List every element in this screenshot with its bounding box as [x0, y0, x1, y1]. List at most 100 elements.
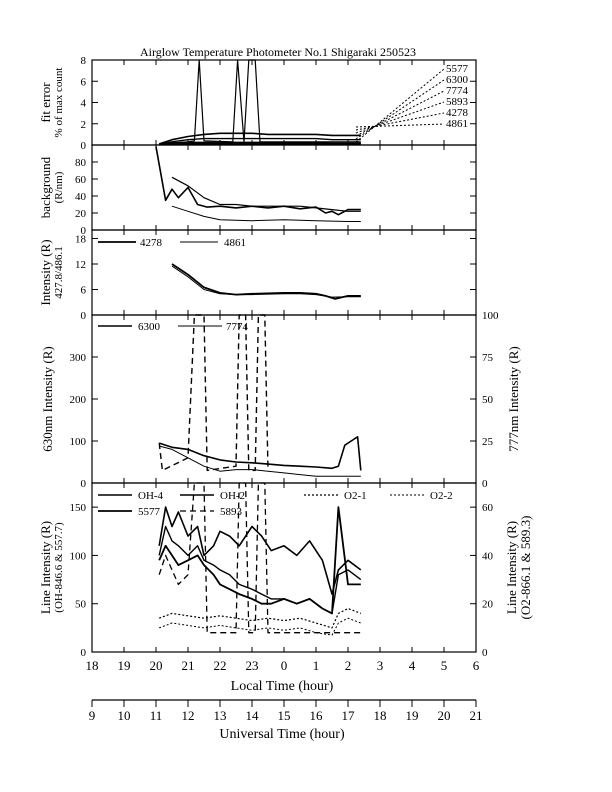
- y-axis-label-2: % of max count: [53, 68, 65, 138]
- legend-leader: [355, 90, 445, 137]
- series-line-O2-2: [159, 617, 361, 636]
- y-right-tick-label: 50: [482, 394, 494, 406]
- legend-label: 6300: [446, 74, 469, 86]
- series-line-series-2: [159, 59, 361, 145]
- universal-time-tick-label: 21: [470, 708, 483, 723]
- y-right-tick-label: 60: [482, 502, 494, 514]
- y-axis-label: 630nm Intensity (R): [40, 346, 55, 451]
- series-line-4861: [171, 265, 361, 298]
- panel-frame: [91, 59, 477, 146]
- y-tick-label: 20: [75, 208, 87, 220]
- y-tick-label: 18: [75, 234, 87, 246]
- y-tick-label: 0: [81, 310, 87, 322]
- y-tick-label: 200: [70, 394, 87, 406]
- y-tick-label: 60: [75, 174, 87, 186]
- series-line-series-5: [159, 143, 361, 146]
- y-axis-label: background: [38, 156, 53, 218]
- universal-time-axis-label: Universal Time (hour): [219, 727, 345, 742]
- universal-time-tick-label: 20: [438, 708, 451, 723]
- universal-time-tick-label: 9: [89, 708, 96, 723]
- series-line-6300: [158, 435, 362, 471]
- y-tick-label: 2: [81, 119, 87, 131]
- y-right-tick-label: 100: [482, 310, 499, 322]
- legend-label: O2-2: [430, 490, 453, 502]
- y-tick-label: 12: [75, 259, 86, 271]
- local-time-tick-label: 21: [182, 658, 195, 673]
- universal-time-tick-label: 16: [310, 708, 324, 723]
- y-right-tick-label: 75: [482, 352, 494, 364]
- local-time-tick-label: 0: [281, 658, 288, 673]
- y-tick-label: 300: [70, 352, 87, 364]
- series-line-OH-2: [158, 525, 362, 615]
- y-right-axis-label: Line Intensity (R): [504, 521, 519, 614]
- local-time-tick-label: 5: [441, 658, 448, 673]
- panel-frame: [91, 314, 477, 484]
- y-tick-label: 100: [70, 436, 87, 448]
- legend-label: 5893: [446, 96, 469, 108]
- legend-label: 4861: [446, 118, 468, 130]
- local-time-tick-label: 18: [86, 658, 99, 673]
- series-line-5577: [158, 506, 361, 615]
- local-time-tick-label: 1: [313, 658, 320, 673]
- y-axis-label: fit error: [38, 82, 53, 123]
- series-line-4278: [171, 263, 361, 300]
- y-tick-label: 40: [75, 191, 87, 203]
- legend-label: OH-2: [220, 490, 245, 502]
- y-tick-label: 50: [75, 599, 87, 611]
- local-time-tick-label: 22: [214, 658, 227, 673]
- y-tick-label: 100: [70, 550, 87, 562]
- y-tick-label: 4: [81, 98, 87, 110]
- panel-frame: [91, 144, 477, 231]
- universal-time-tick-label: 14: [246, 708, 260, 723]
- legend-label: O2-1: [344, 490, 367, 502]
- legend-label: 7774: [226, 321, 249, 333]
- series-line-spikes: [158, 314, 269, 472]
- series-line-OH-4: [158, 506, 362, 595]
- y-tick-label: 0: [81, 225, 87, 237]
- y-right-tick-label: 40: [482, 550, 494, 562]
- y-tick-label: 80: [75, 157, 87, 169]
- y-axis-label-2: (R/nm): [53, 171, 65, 203]
- universal-time-tick-label: 10: [118, 708, 131, 723]
- legend-label: 4861: [224, 237, 246, 249]
- series-line-O2-1: [158, 607, 362, 629]
- universal-time-tick-label: 12: [182, 708, 195, 723]
- legend-leader: [355, 123, 445, 128]
- local-time-tick-label: 6: [473, 658, 480, 673]
- panel-blue_intensity: 0 6 12 18 Intensity (R) 427.8/486.1 4278 4861: [38, 229, 477, 322]
- y-axis-label-2: 427.8/486.1: [53, 246, 65, 299]
- universal-time-tick-label: 15: [278, 708, 291, 723]
- series-line-series-2: [171, 205, 361, 222]
- local-time-tick-label: 23: [246, 658, 259, 673]
- y-tick-label: 0: [81, 647, 87, 659]
- series-line-7774: [159, 445, 361, 477]
- local-time-tick-label: 3: [377, 658, 384, 673]
- universal-time-tick-label: 18: [374, 708, 387, 723]
- universal-time-tick-label: 19: [406, 708, 419, 723]
- series-line-5893: [158, 482, 361, 634]
- universal-time-tick-label: 17: [342, 708, 356, 723]
- y-axis-label-2: (OH-846.6 & 557.7): [53, 522, 65, 613]
- y-tick-label: 0: [81, 478, 87, 490]
- figure-title: Airglow Temperature Photometer No.1 Shig…: [140, 45, 416, 59]
- legend-label: 5577: [138, 506, 161, 518]
- universal-time-tick-label: 13: [214, 708, 227, 723]
- series-line-series-1: [171, 176, 361, 212]
- panel-background: 0 20 40 60 80 background (R/nm): [38, 144, 477, 237]
- legend-label: 4278: [140, 237, 163, 249]
- universal-time-tick-label: 11: [150, 708, 163, 723]
- y-axis-label: Intensity (R): [38, 239, 53, 305]
- legend-label: 5893: [220, 506, 243, 518]
- legend-leader: [355, 112, 445, 131]
- y-tick-label: 0: [81, 140, 87, 152]
- y-right-tick-label: 0: [482, 647, 488, 659]
- legend-leader: [355, 68, 445, 143]
- y-tick-label: 6: [81, 285, 87, 297]
- legend-label: 4278: [446, 107, 469, 119]
- y-right-axis-label-2: (O2-866.1 & 589.3): [518, 516, 533, 620]
- local-time-axis-label: Local Time (hour): [231, 679, 334, 694]
- legend-label: 5577: [446, 63, 469, 75]
